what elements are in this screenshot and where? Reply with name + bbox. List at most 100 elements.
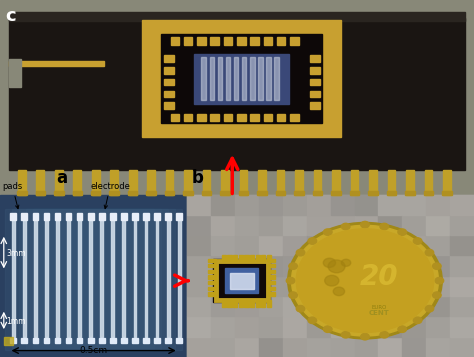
Circle shape <box>328 260 345 273</box>
Bar <box>240 170 247 195</box>
Bar <box>211 215 235 235</box>
Bar <box>88 338 93 343</box>
Bar <box>110 170 118 195</box>
Bar <box>235 235 259 256</box>
Circle shape <box>323 326 332 332</box>
Bar <box>235 316 259 337</box>
Bar <box>211 235 235 256</box>
Bar <box>283 316 307 337</box>
Bar <box>239 300 243 307</box>
Bar <box>402 276 426 296</box>
Bar <box>210 37 219 45</box>
Bar <box>5 209 182 350</box>
Bar <box>307 195 331 215</box>
Bar <box>355 195 378 215</box>
Bar <box>211 296 235 316</box>
Bar <box>426 276 450 296</box>
Bar <box>442 191 452 195</box>
Text: 3mm: 3mm <box>6 249 26 258</box>
Bar <box>4 337 13 345</box>
Bar <box>268 270 275 273</box>
Circle shape <box>296 250 305 256</box>
Bar <box>132 213 138 220</box>
Bar <box>211 256 235 276</box>
Text: 1mm: 1mm <box>6 317 26 326</box>
Bar <box>0 195 187 357</box>
Bar <box>77 338 82 343</box>
Bar <box>143 338 149 343</box>
Bar <box>12 214 15 337</box>
Bar <box>187 195 211 215</box>
Bar <box>211 316 235 337</box>
Bar <box>228 255 232 261</box>
Text: electrode: electrode <box>90 182 130 208</box>
Bar <box>266 57 271 100</box>
Bar <box>425 170 432 195</box>
Bar <box>176 338 182 343</box>
Bar <box>222 300 226 307</box>
Bar <box>259 256 283 276</box>
Bar <box>283 256 307 276</box>
Circle shape <box>413 238 422 244</box>
Bar <box>378 195 402 215</box>
Bar <box>210 114 219 121</box>
Bar <box>310 79 320 85</box>
Bar <box>426 195 450 215</box>
Bar <box>26 209 161 350</box>
Circle shape <box>308 317 317 323</box>
Bar <box>242 57 246 100</box>
Bar <box>0 0 474 195</box>
Bar <box>378 296 402 316</box>
Circle shape <box>289 263 297 270</box>
Bar <box>201 57 206 100</box>
Bar <box>267 255 271 261</box>
Bar <box>402 337 426 357</box>
Bar <box>216 261 268 300</box>
Bar <box>378 337 402 357</box>
Circle shape <box>286 277 295 284</box>
Bar <box>230 273 254 288</box>
Circle shape <box>289 292 297 298</box>
Bar <box>224 37 232 45</box>
Bar <box>235 337 259 357</box>
Bar <box>424 191 433 195</box>
Bar <box>44 213 49 220</box>
Bar <box>443 170 451 195</box>
Bar <box>274 57 279 100</box>
Bar <box>164 102 174 109</box>
Circle shape <box>292 225 438 336</box>
Bar <box>450 256 474 276</box>
Bar <box>187 215 211 235</box>
Bar <box>187 235 211 256</box>
Bar <box>234 57 238 100</box>
Bar <box>450 296 474 316</box>
Bar <box>99 213 105 220</box>
Circle shape <box>425 250 434 256</box>
Bar <box>208 281 216 284</box>
Circle shape <box>323 229 332 235</box>
Bar <box>331 235 355 256</box>
Bar <box>33 338 38 343</box>
Circle shape <box>288 222 442 339</box>
Bar <box>259 195 283 215</box>
Bar <box>277 170 284 195</box>
Bar <box>218 57 222 100</box>
Bar <box>355 215 378 235</box>
Bar <box>245 255 248 261</box>
Bar <box>10 338 16 343</box>
Bar <box>237 114 246 121</box>
Bar <box>402 195 426 215</box>
Bar <box>283 276 307 296</box>
Circle shape <box>325 275 339 286</box>
Bar <box>226 57 230 100</box>
Bar <box>122 214 125 337</box>
Bar <box>268 264 275 267</box>
Bar <box>402 235 426 256</box>
Bar <box>378 215 402 235</box>
Circle shape <box>341 223 350 230</box>
Bar <box>220 191 230 195</box>
Bar <box>197 37 206 45</box>
Bar <box>167 214 170 337</box>
Bar <box>128 191 137 195</box>
Circle shape <box>380 332 389 338</box>
